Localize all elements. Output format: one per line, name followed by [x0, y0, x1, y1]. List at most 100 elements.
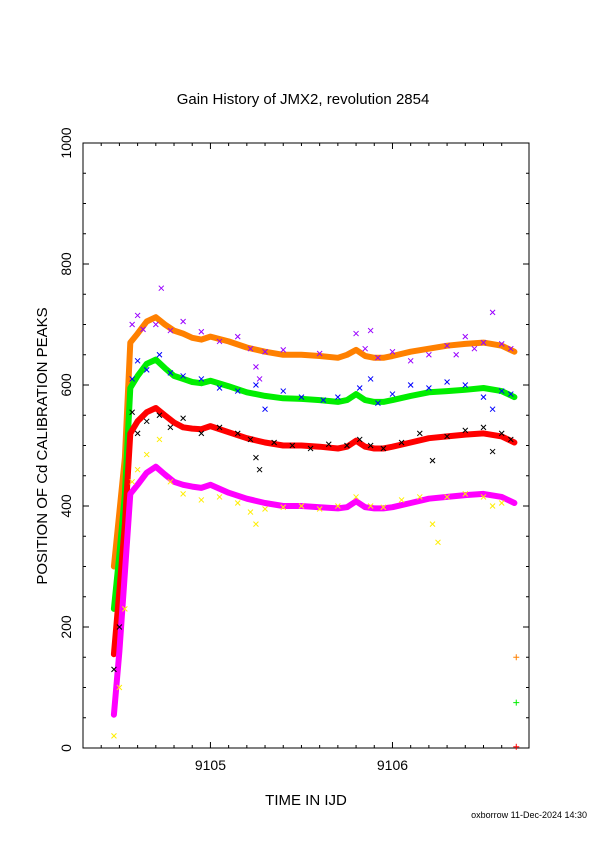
- scatter-point: [271, 439, 277, 446]
- scatter-stroke: [152, 321, 159, 328]
- scatter-point: [156, 436, 163, 443]
- scatter-stroke: [256, 466, 263, 473]
- scatter-stroke: [167, 478, 174, 485]
- scatter-point: [498, 500, 505, 506]
- scatter-point: [156, 412, 163, 419]
- scatter-stroke: [316, 506, 323, 512]
- scatter-stroke: [143, 367, 150, 373]
- scatter-point: [444, 494, 450, 500]
- scatter-stroke: [262, 348, 268, 355]
- scatter-point: [198, 376, 205, 382]
- scatter-point: [198, 328, 205, 335]
- scatter-stroke: [367, 442, 374, 449]
- scatter-stroke: [480, 424, 487, 431]
- scatter-point: [234, 430, 241, 437]
- scatter-stroke: [280, 504, 287, 511]
- scatter-point: [335, 503, 341, 509]
- scatter-stroke: [167, 327, 174, 334]
- scatter-point: [489, 309, 496, 316]
- scatter-stroke: [407, 382, 414, 388]
- scatter-stroke: [253, 454, 259, 461]
- scatter-stroke: [367, 327, 374, 334]
- scatter-point: [167, 424, 174, 431]
- scatter-stroke: [129, 321, 136, 328]
- scatter-stroke: [198, 328, 205, 335]
- scatter-point: [143, 418, 150, 425]
- scatter-stroke: [156, 351, 163, 358]
- scatter-point: [380, 504, 387, 511]
- scatter-stroke: [398, 439, 405, 446]
- scatter-point: [234, 388, 241, 394]
- scatter-point: [407, 382, 414, 388]
- scatter-point: [507, 436, 514, 443]
- scatter-stroke: [498, 500, 505, 506]
- scatter-stroke: [335, 503, 341, 509]
- footer-timestamp: oxborrow 11-Dec-2024 14:30: [471, 810, 587, 820]
- scatter-point: [122, 605, 128, 612]
- scatter-point: [462, 491, 469, 497]
- scatter-stroke: [216, 338, 223, 345]
- scatter-point: [152, 321, 159, 328]
- scatter-point: [262, 506, 268, 512]
- scatter-point: [111, 666, 117, 673]
- scatter-point: [216, 385, 223, 391]
- scatter-point: [256, 466, 263, 473]
- scatter-point: [367, 376, 374, 382]
- scatter-point: [325, 441, 332, 448]
- scatter-point: [134, 357, 141, 364]
- chart-title: Gain History of JMX2, revolution 2854: [177, 91, 430, 108]
- scatter-stroke: [262, 406, 268, 413]
- y-tick-label: 1000: [58, 127, 74, 158]
- scatter-stroke: [367, 376, 374, 382]
- scatter-point: [234, 500, 241, 506]
- scatter-stroke: [156, 436, 163, 443]
- scatter-stroke: [134, 466, 141, 473]
- scatter-point: [471, 345, 478, 352]
- axis-ticks: 0 200 400 600 800 1000 9105 9106: [58, 127, 529, 773]
- series-curve: [110, 405, 518, 658]
- scatter-point: [134, 430, 141, 437]
- scatter-point: [198, 497, 205, 503]
- scatter-point: [356, 436, 363, 443]
- scatter-stroke: [198, 497, 205, 503]
- scatter-stroke: [407, 357, 414, 364]
- scatter-point: [180, 373, 186, 379]
- x-tick-label: 9106: [377, 757, 408, 773]
- scatter-stroke: [134, 357, 141, 364]
- scatter-stroke: [353, 330, 359, 337]
- scatter-point: [380, 445, 387, 452]
- scatter-point: [156, 351, 163, 358]
- scatter-stroke: [216, 385, 223, 391]
- scatter-stroke: [289, 442, 296, 449]
- scatter-point: [444, 433, 450, 440]
- scatter-stroke: [122, 605, 128, 612]
- scatter-stroke: [116, 684, 123, 691]
- scatter-stroke: [134, 312, 141, 319]
- scatter-point: [426, 385, 432, 391]
- scatter-point: [253, 382, 259, 388]
- scatter-stroke: [280, 388, 287, 394]
- scatter-stroke: [307, 445, 314, 452]
- scatter-stroke: [356, 385, 363, 391]
- scatter-point: [335, 394, 341, 400]
- scatter-stroke: [389, 391, 396, 397]
- scatter-stroke: [480, 494, 487, 500]
- scatter-stroke: [167, 370, 174, 376]
- y-axis-label: POSITION OF Cd CALIBRATION PEAKS: [34, 307, 51, 584]
- scatter-point: [498, 388, 505, 394]
- scatter-point: [129, 409, 136, 416]
- scatter-stroke: [507, 391, 514, 397]
- scatter-stroke: [444, 342, 450, 349]
- scatter-stroke: [116, 624, 123, 630]
- scatter-stroke: [262, 506, 268, 512]
- scatter-stroke: [444, 433, 450, 440]
- scatter-stroke: [426, 385, 432, 391]
- scatter-stroke: [389, 348, 396, 355]
- scatter-stroke: [462, 382, 469, 388]
- scatter-point: [462, 333, 469, 340]
- scatter-point: [253, 521, 259, 528]
- scatter-point: [134, 312, 141, 319]
- scatter-point: [247, 509, 254, 515]
- scatter-stroke: [335, 394, 341, 400]
